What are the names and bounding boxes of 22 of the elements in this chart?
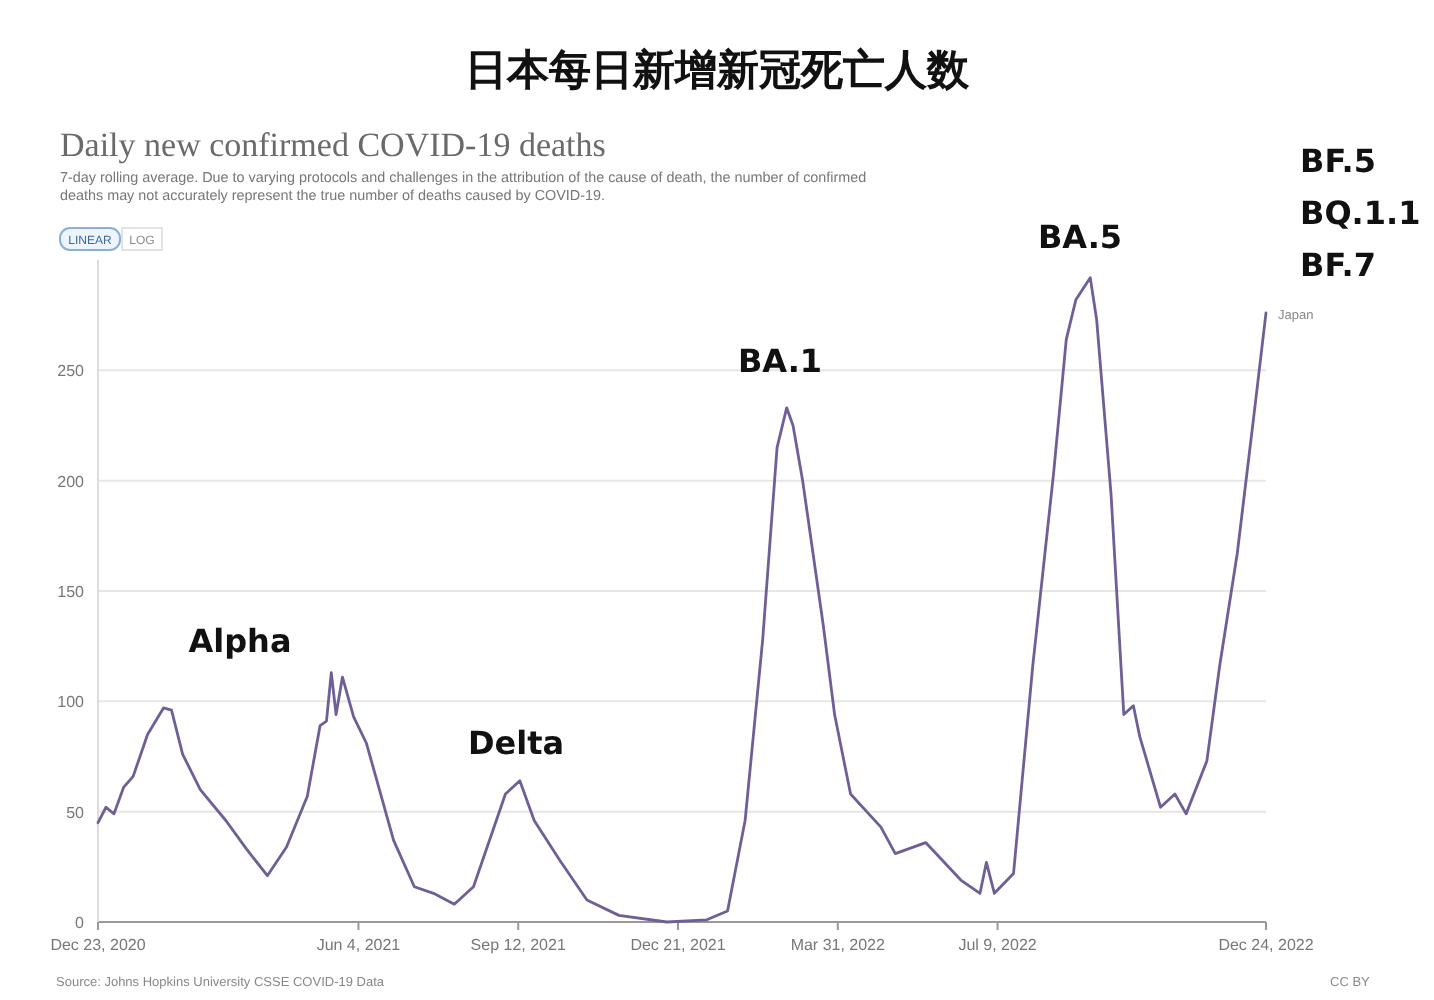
text: BF.5 <box>1300 142 1376 180</box>
y-tick-label: 100 <box>57 693 86 712</box>
x-tick-label: Sep 12, 2021 <box>470 936 567 954</box>
x-tick-label: Mar 31, 2022 <box>790 936 887 954</box>
y-tick-label: 200 <box>57 472 86 491</box>
text: BQ.1.1 <box>1300 194 1421 232</box>
y-tick-label: 0 <box>75 914 86 932</box>
text: BF.7 <box>1300 246 1376 284</box>
x-tick-label: Jul 9, 2022 <box>958 936 1038 954</box>
annotation: BA.1 <box>737 342 823 380</box>
x-tick-label: Dec 21, 2021 <box>630 936 727 954</box>
y-tick-label: 250 <box>57 362 86 381</box>
annotation: Delta <box>467 724 565 762</box>
text: BA.5 <box>1037 218 1123 256</box>
x-tick-label: Jun 4, 2021 <box>316 936 402 954</box>
annotation: Alpha <box>188 622 292 660</box>
y-tick-label: 150 <box>57 583 86 601</box>
chart-title: 日本每日新增新冠死亡人数 <box>465 46 971 94</box>
x-tick-label: Dec 24, 2022 <box>1218 936 1315 954</box>
y-tick-label: 50 <box>66 803 86 822</box>
x-tick-label: Dec 23, 2020 <box>50 936 147 954</box>
chart-subtitle: Daily new confirmed COVID-19 deaths <box>60 126 606 164</box>
